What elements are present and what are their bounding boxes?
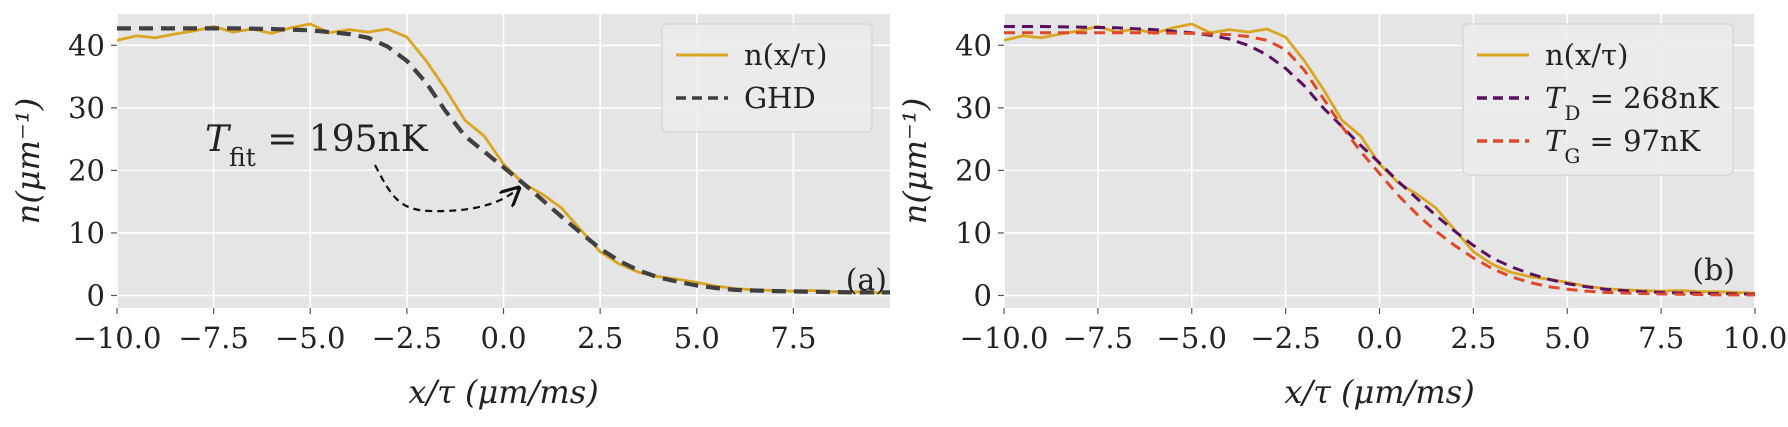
panel-label: (b) (1692, 253, 1735, 288)
y-axis-label: n(μm⁻¹) (9, 98, 47, 224)
y-tick-label: 30 (68, 91, 105, 125)
y-tick-label: 40 (68, 28, 105, 62)
legend-label: TD = 268nK (1545, 81, 1720, 125)
x-tick-label: 0.0 (1356, 321, 1402, 355)
y-tick-label: 40 (955, 28, 992, 62)
x-tick-label: 2.5 (1450, 321, 1496, 355)
series-group (117, 22, 890, 295)
x-tick-label: −10.0 (960, 321, 1049, 355)
x-tick-label: −2.5 (372, 321, 442, 355)
x-tick-label: −7.5 (1063, 321, 1133, 355)
x-tick-label: 7.5 (1638, 321, 1684, 355)
panel-label: (a) (846, 263, 887, 298)
legend: n(x/τ) GHD (661, 23, 873, 133)
x-tick-label: 10.0 (1723, 321, 1788, 355)
series-line (117, 26, 890, 295)
legend-label: TG = 97nK (1545, 124, 1702, 168)
x-tick-label: −7.5 (178, 321, 248, 355)
panel-b: −10.0 −7.5 −5.0 −2.5 0.0 2.5 5.0 7.5 10.0 0 10 20 30… (896, 14, 1787, 411)
x-tick-label: 5.0 (674, 321, 720, 355)
legend-label: n(x/τ) (1545, 38, 1628, 72)
y-axis-label: n(μm⁻¹) (896, 98, 934, 224)
annotation-arrow (374, 164, 519, 213)
x-tick-label: 2.5 (577, 321, 623, 355)
series-group (1004, 22, 1755, 297)
x-axis-label: x/τ (μm/ms) (1284, 373, 1474, 411)
y-tick-label: 10 (68, 216, 105, 250)
x-tick-label: 5.0 (1544, 321, 1590, 355)
x-tick-label: −2.5 (1250, 321, 1320, 355)
y-tick-label: 10 (955, 216, 992, 250)
y-tick-label: 20 (68, 153, 105, 187)
x-tick-label: −10.0 (73, 321, 162, 355)
x-axis-label: x/τ (μm/ms) (408, 373, 598, 411)
annotation-text: Tfit = 195nK (205, 119, 429, 172)
legend-box (661, 23, 873, 133)
panel-a: −10.0 −7.5 −5.0 −2.5 0.0 2.5 5.0 7.5 0 10 20 30 40 x/… (9, 14, 890, 411)
y-tick-label: 0 (974, 278, 992, 312)
legend-label: n(x/τ) (744, 38, 827, 72)
legend-box (1462, 23, 1734, 176)
y-tick-label: 30 (955, 91, 992, 125)
x-tick-label: 7.5 (770, 321, 816, 355)
x-tick-label: −5.0 (275, 321, 345, 355)
y-tick-label: 0 (87, 278, 105, 312)
x-tick-label: −5.0 (1157, 321, 1227, 355)
y-tick-label: 20 (955, 153, 992, 187)
series-line (1004, 31, 1755, 297)
legend-label: GHD (744, 81, 816, 115)
series-line (1004, 25, 1755, 296)
x-tick-label: 0.0 (480, 321, 526, 355)
